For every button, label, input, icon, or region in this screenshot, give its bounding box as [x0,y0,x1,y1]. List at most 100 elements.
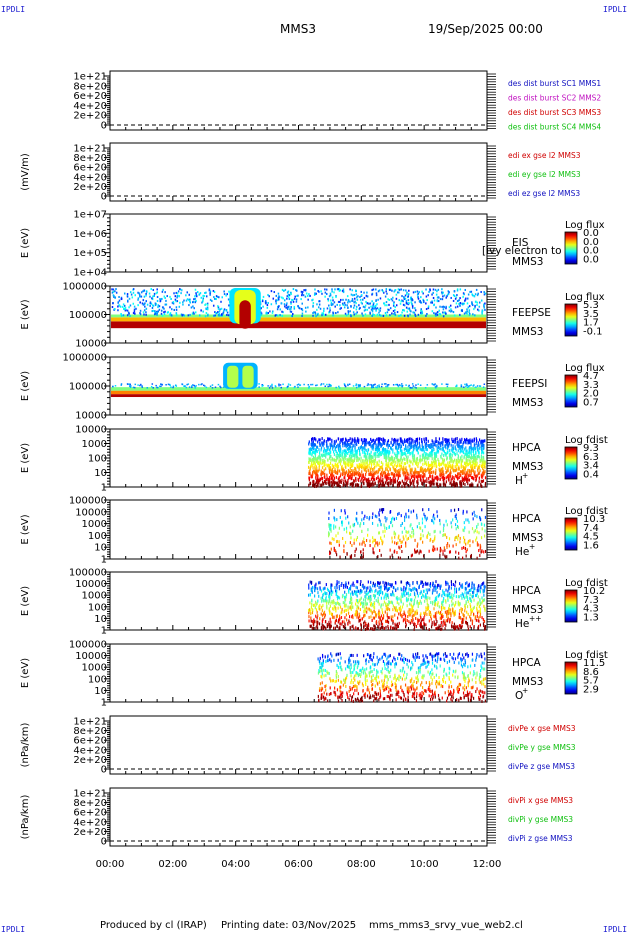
spectrogram-cell [418,441,420,445]
spectrogram-cell [373,305,375,308]
spectrogram-cell [415,461,418,465]
spectrogram-cell [393,290,395,293]
spectrogram-cell [388,454,390,458]
spectrogram-cell [164,296,166,299]
spectrogram-cell [118,304,121,307]
spectrogram-cell [381,508,383,512]
spectrogram-cell [463,540,465,544]
spectrogram-cell [370,482,372,486]
spectrogram-cell [347,312,350,315]
spectrogram-cell [313,437,315,441]
spectrogram-cell [330,547,332,551]
spectrogram-cell [222,311,225,314]
spectrogram-cell [315,484,318,488]
spectrogram-cell [470,553,472,557]
spectrogram-cell [352,529,354,533]
spectrogram-cell [319,441,321,445]
spectrogram-cell [467,612,469,616]
spectrogram-cell [205,307,207,310]
spectrogram-cell [126,314,129,317]
spectrogram-cell [368,459,371,463]
spectrogram-cell [331,469,333,473]
spectrogram-cell [220,300,222,303]
spectrogram-cell [463,529,465,533]
spectrogram-cell [365,593,367,597]
spectrogram-cell [421,517,424,521]
spectrogram-cell [425,308,428,311]
spectrogram-cell [463,471,465,475]
spectrogram-cell [390,520,393,524]
spectrogram-cell [410,387,412,389]
spectrogram-cell [369,456,371,460]
spectrogram-cell [120,314,123,317]
spectrogram-cell [483,306,485,309]
spectrogram-cell [453,438,455,442]
spectrogram-cell [228,304,230,307]
spectrogram-cell [409,452,411,456]
spectrogram-cell [407,293,410,296]
spectrogram-cell [287,306,290,309]
spectrogram-cell [345,470,347,474]
spectrogram-cell [321,458,323,462]
spectrogram-cell [270,303,273,306]
spectrogram-cell [336,483,338,487]
spectrogram-cell [426,456,428,460]
y-tick-label: 1e+05 [73,248,107,259]
spectrogram-cell [391,289,393,292]
spectrogram-cell [340,472,342,476]
spectrogram-cell [195,293,198,296]
spectrogram-cell [264,300,267,303]
spectrogram-cell [164,310,166,313]
spectrogram-cell [174,295,177,298]
spectrogram-cell [409,464,411,468]
spectrogram-cell [318,465,320,469]
spectrogram-cell [345,516,347,520]
spectrogram-cell [454,523,457,527]
spectrogram-cell [307,384,310,386]
spectrogram-cell [365,294,368,297]
spectrogram-cell [420,448,423,452]
spectrogram-cell [371,516,374,520]
spectrogram-cell [473,295,476,298]
spectrogram-cell [308,476,310,480]
spectrogram-cell [403,465,405,469]
spectrogram-cell [457,457,459,461]
spectrogram-cell [323,439,325,443]
spectrogram-cell [476,461,478,465]
spectrogram-cell [126,383,129,385]
spectrogram-cell [308,611,310,615]
spectrogram-cell [188,386,191,388]
spectrogram-cell [431,300,433,303]
spectrogram-cell [356,443,358,447]
spectrogram-cell [382,481,385,485]
spectrogram-cell [471,464,473,468]
spectrogram-cell [369,471,372,475]
spectrogram-cell [462,470,464,474]
spectrogram-cell [318,481,320,485]
spectrogram-cell [379,453,381,457]
spectrogram-cell [410,523,412,527]
spectrogram-cell [374,441,376,445]
spectrogram-cell [461,445,463,449]
spectrogram-cell [329,523,331,527]
spectrogram-cell [406,458,408,462]
spectrogram-cell [193,307,195,310]
spectrogram-cell [383,383,386,385]
spectrogram-cell [308,293,310,296]
spectrogram-cell [390,457,392,461]
spectrogram-cell [481,549,483,553]
spectrogram-cell [441,594,443,598]
spectrogram-cell [346,463,348,467]
spectrogram-cell [460,384,463,386]
spectrogram-cell [354,297,356,300]
spectrogram-cell [339,447,342,451]
spectrogram-cell [382,448,385,452]
spectrogram-cell [442,470,444,474]
spectrogram-cell [472,313,474,316]
spectrogram-cell [377,555,379,559]
spectrogram-cell [360,445,363,449]
spectrogram-cell [317,474,319,478]
spectrogram-cell [333,546,335,550]
spectrogram-cell [413,459,415,463]
spectrogram-cell [401,484,403,488]
